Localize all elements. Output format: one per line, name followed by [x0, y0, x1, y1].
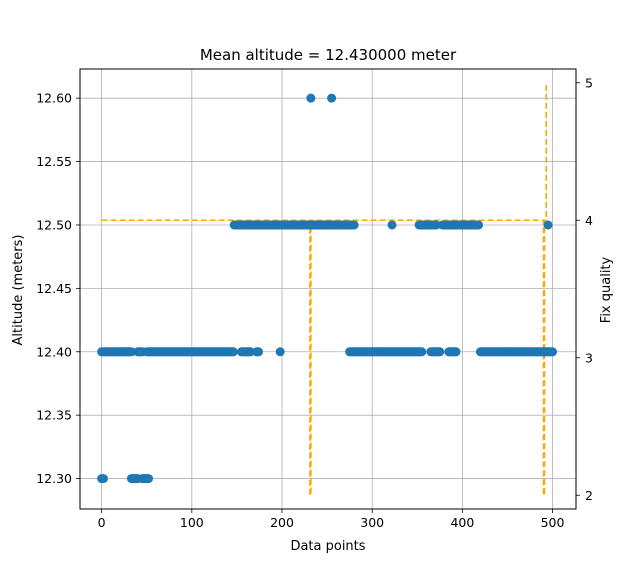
altitude-point	[548, 347, 558, 357]
y-tick-label: 12.40	[36, 344, 72, 359]
y-axis: 12.30 12.35 12.40 12.45 12.50 12.55 12.60	[36, 91, 80, 486]
x-axis: 0 100 200 300 400 500	[98, 509, 565, 530]
y-tick-label: 12.50	[36, 217, 72, 232]
y2-tick-label: 2	[585, 488, 593, 503]
y-tick-label: 12.35	[36, 408, 72, 423]
altitude-point	[387, 220, 397, 230]
altitude-point	[126, 347, 136, 357]
y-tick-label: 12.45	[36, 281, 72, 296]
fix-quality-line	[101, 82, 548, 497]
altitude-point	[98, 474, 108, 484]
y2-tick-label: 3	[585, 350, 593, 365]
altitude-point	[254, 347, 264, 357]
altitude-point	[228, 347, 238, 357]
plot-frame	[79, 68, 577, 510]
y-tick-label: 12.55	[36, 154, 72, 169]
altitude-point	[327, 93, 337, 103]
x-tick-label: 500	[541, 515, 565, 530]
altitude-point	[275, 347, 285, 357]
grid-layer	[80, 69, 576, 509]
altitude-point	[245, 347, 255, 357]
y2-tick-label: 5	[585, 75, 593, 90]
altitude-point	[474, 220, 484, 230]
chart-title: Mean altitude = 12.430000 meter	[200, 46, 457, 64]
x-tick-label: 400	[450, 515, 474, 530]
y2-axis-label: Fix quality	[599, 256, 614, 323]
y2-tick-label: 4	[585, 213, 593, 228]
altitude-point	[144, 474, 154, 484]
y-tick-label: 12.30	[36, 471, 72, 486]
y-tick-label: 12.60	[36, 91, 72, 106]
x-tick-label: 300	[360, 515, 384, 530]
x-tick-label: 200	[270, 515, 294, 530]
altitude-point	[435, 347, 445, 357]
y-axis-label: Altitude (meters)	[11, 235, 26, 346]
altitude-point	[417, 347, 427, 357]
x-axis-label: Data points	[290, 539, 365, 554]
altitude-point	[451, 347, 461, 357]
altitude-point	[349, 220, 359, 230]
altitude-point	[306, 93, 316, 103]
altitude-point	[543, 220, 553, 230]
y2-axis: 2 3 4 5	[576, 75, 593, 503]
x-tick-label: 100	[180, 515, 204, 530]
points-layer	[97, 93, 558, 484]
fix-quality-layer	[101, 82, 548, 497]
altitude-point	[431, 220, 441, 230]
x-tick-label: 0	[98, 515, 106, 530]
